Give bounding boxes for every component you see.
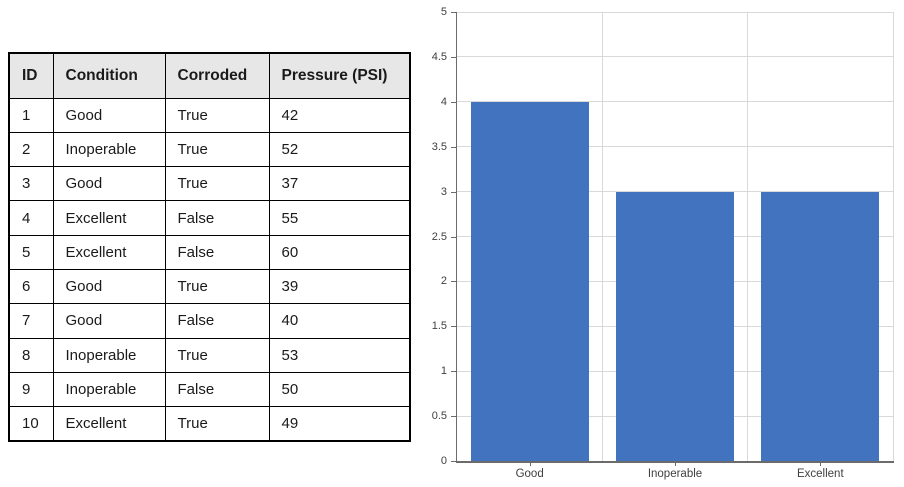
table-cell: Inoperable [52, 337, 166, 373]
vertical-gridline [892, 12, 894, 461]
table-cell: True [164, 166, 270, 202]
y-tick-mark [451, 146, 457, 148]
x-tick-mark [820, 461, 822, 466]
table-row: 9 Inoperable False 50 [8, 371, 411, 408]
y-tick-mark [451, 12, 457, 13]
y-tick-mark [451, 56, 457, 58]
y-tick-mark [451, 281, 457, 283]
y-tick-label: 4.5 [431, 50, 447, 63]
horizontal-gridline [457, 56, 893, 58]
column-header: Pressure (PSI) [268, 52, 411, 99]
table-cell: 55 [268, 200, 411, 236]
table-header-row: ID Condition Corroded Pressure (PSI) [8, 52, 411, 99]
table-row: 1 Good True 42 [8, 97, 411, 133]
x-tick-label: Good [515, 468, 544, 480]
vertical-gridline [601, 12, 603, 461]
table-cell: 49 [268, 406, 411, 442]
y-tick-label: 2 [440, 275, 447, 288]
y-tick-label: 2.5 [431, 230, 447, 243]
x-tick-label: Excellent [796, 468, 844, 480]
y-tick-label: 3 [440, 185, 447, 198]
x-tick-mark [529, 461, 531, 466]
y-tick-label: 0 [440, 455, 447, 467]
bar-inoperable [616, 191, 734, 461]
horizontal-gridline [457, 146, 893, 148]
y-tick-mark [451, 371, 457, 373]
bar-good [470, 101, 589, 461]
table-cell: True [164, 131, 270, 168]
table-cell: 9 [8, 371, 54, 408]
table-cell: 50 [268, 371, 411, 408]
table-cell: Excellent [52, 200, 166, 236]
y-tick-label: 4 [440, 95, 447, 108]
table-cell: True [164, 97, 270, 133]
vertical-gridline [747, 12, 749, 461]
table-cell: Excellent [52, 234, 166, 270]
table-row: 10 Excellent True 49 [8, 406, 411, 442]
table-row: 6 Good True 39 [8, 268, 411, 305]
table-cell: 10 [8, 406, 54, 442]
table-row: 2 Inoperable True 52 [8, 131, 411, 168]
y-tick-mark [451, 101, 457, 103]
y-tick-mark [451, 326, 457, 328]
x-axis-line [455, 461, 894, 463]
table-cell: Good [52, 268, 166, 305]
table-row: 7 Good False 40 [8, 303, 411, 339]
y-tick-mark [451, 416, 457, 418]
y-tick-label: 1 [440, 365, 447, 378]
table-row: 4 Excellent False 55 [8, 200, 411, 236]
y-tick-label: 1.5 [431, 320, 447, 333]
y-tick-mark [451, 461, 457, 462]
table-cell: False [164, 200, 270, 236]
table-cell: 42 [268, 97, 411, 133]
table-cell: False [164, 303, 270, 339]
table-cell: 5 [8, 234, 54, 270]
table-cell: False [164, 234, 270, 270]
table-cell: Inoperable [52, 131, 166, 168]
table-cell: 52 [268, 131, 411, 168]
bar-excellent [761, 191, 880, 461]
table-cell: 60 [268, 234, 411, 270]
table-cell: Good [52, 303, 166, 339]
y-tick-mark [451, 191, 457, 193]
x-tick-mark [675, 461, 676, 466]
table-cell: Inoperable [52, 371, 166, 408]
table-row: 5 Excellent False 60 [8, 234, 411, 270]
table-cell: False [164, 371, 270, 408]
pipes-data-table: ID Condition Corroded Pressure (PSI) 1 Good T… [8, 52, 411, 442]
y-tick-label: 5 [440, 6, 447, 18]
chart-plot-area [457, 11, 894, 461]
y-tick-label: 0.5 [431, 410, 447, 423]
x-tick-label: Inoperable [647, 468, 703, 480]
table-cell: Good [52, 97, 166, 133]
horizontal-gridline [457, 11, 893, 13]
y-tick-label: 3.5 [431, 140, 447, 153]
horizontal-gridline [457, 101, 893, 103]
table-cell: True [164, 337, 270, 373]
y-tick-mark [451, 236, 457, 238]
